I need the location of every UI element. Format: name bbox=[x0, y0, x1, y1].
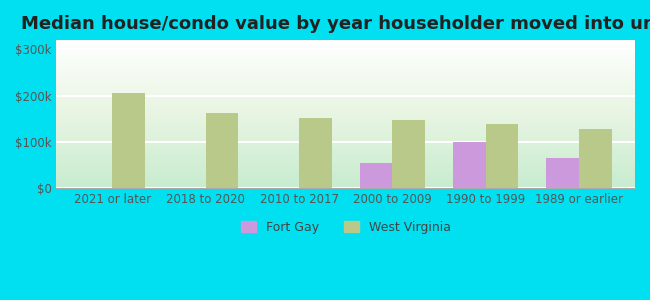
Bar bbox=[206, 113, 239, 188]
Bar bbox=[486, 124, 518, 188]
Bar bbox=[299, 118, 332, 188]
Legend: Fort Gay, West Virginia: Fort Gay, West Virginia bbox=[236, 216, 456, 238]
Bar bbox=[393, 120, 425, 188]
Bar bbox=[112, 92, 145, 188]
Bar bbox=[579, 129, 612, 188]
Bar bbox=[453, 142, 486, 188]
Bar bbox=[359, 163, 393, 188]
Title: Median house/condo value by year householder moved into unit: Median house/condo value by year househo… bbox=[21, 15, 650, 33]
Bar bbox=[547, 158, 579, 188]
